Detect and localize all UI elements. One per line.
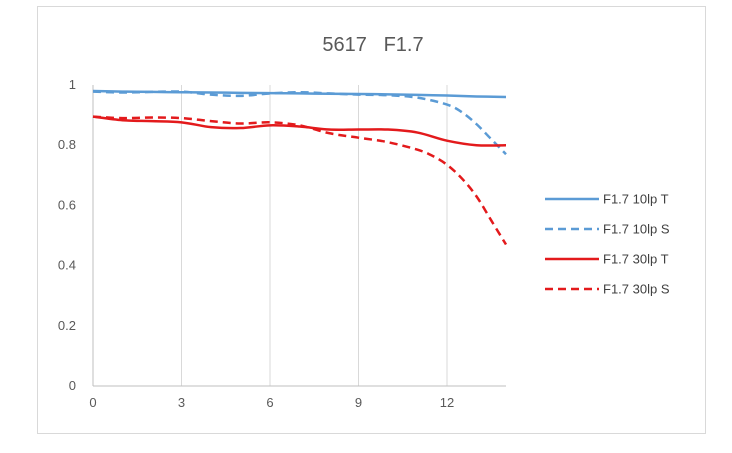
series-line-1 — [92, 89, 507, 99]
legend: F1.7 10lp T F1.7 10lp S F1.7 30lp T F1.7 30… — [545, 192, 670, 297]
series-lines — [92, 89, 508, 246]
chart-frame: 5617 F1.7 0 3 6 9 12 0 0.2 0.4 0.6 0.8 1 F1.7 10lp… — [37, 6, 706, 434]
line-chart: 5617 F1.7 0 3 6 9 12 0 0.2 0.4 0.6 0.8 1 F1.7 10lp… — [58, 34, 670, 410]
y-tick-label: 0 — [69, 378, 76, 393]
legend-label-1: F1.7 10lp T — [603, 192, 669, 207]
series-line-3 — [92, 115, 507, 147]
y-tick-label: 1 — [69, 77, 76, 92]
y-tick-label: 0.2 — [58, 318, 76, 333]
x-tick-label: 12 — [440, 395, 454, 410]
x-tick-label: 0 — [89, 395, 96, 410]
legend-label-4: F1.7 30lp S — [603, 282, 670, 297]
gridlines — [181, 85, 448, 386]
y-tick-label: 0.4 — [58, 258, 76, 273]
x-tick-label: 6 — [266, 395, 273, 410]
y-tick-label: 0.6 — [58, 197, 76, 212]
x-tick-label: 3 — [178, 395, 185, 410]
legend-label-2: F1.7 10lp S — [603, 222, 670, 237]
legend-label-3: F1.7 30lp T — [603, 252, 669, 267]
series-line-2 — [92, 90, 507, 156]
axes: 0 3 6 9 12 0 0.2 0.4 0.6 0.8 1 — [58, 77, 506, 410]
chart-title: 5617 F1.7 — [322, 34, 423, 56]
x-tick-label: 9 — [355, 395, 362, 410]
y-tick-label: 0.8 — [58, 137, 76, 152]
series-line-4 — [92, 115, 508, 246]
